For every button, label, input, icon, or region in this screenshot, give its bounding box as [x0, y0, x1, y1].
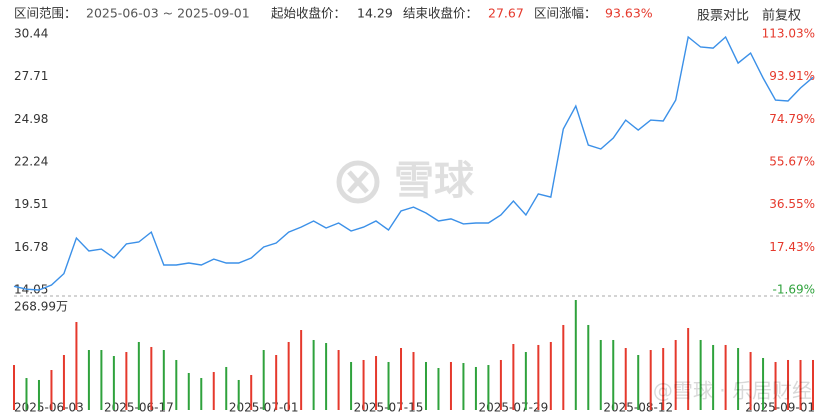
volume-bar: [325, 343, 328, 410]
y2-tick-label: 93.91%: [769, 69, 815, 83]
volume-bar: [574, 300, 577, 410]
volume-bar: [487, 365, 490, 410]
volume-bar: [387, 361, 390, 410]
volume-bar: [200, 378, 203, 410]
volume-bar: [262, 350, 265, 410]
watermark-logo: [336, 160, 380, 204]
watermark: 雪球: [394, 158, 475, 204]
volume-bar: [737, 348, 740, 410]
volume-bar: [799, 359, 802, 410]
volume-bar: [474, 366, 477, 410]
volume-bar: [662, 348, 665, 410]
y-tick-label: 27.71: [14, 69, 48, 83]
y2-tick-label: 55.67%: [769, 155, 815, 169]
volume-bar: [187, 372, 190, 410]
volume-bar: [612, 339, 615, 410]
y-tick-label: 19.51: [14, 197, 48, 211]
volume-bar: [587, 324, 590, 410]
volume-bar: [462, 363, 465, 410]
end-label: 结束收盘价：: [403, 6, 478, 21]
volume-bar: [699, 339, 702, 410]
change: 93.63%: [605, 6, 653, 21]
y-tick-label: 30.44: [14, 27, 48, 41]
range: 2025-06-03 ~ 2025-09-01: [86, 6, 250, 21]
volume-bar: [75, 321, 78, 410]
volume-bar: [37, 379, 40, 410]
adjust-button[interactable]: 前复权: [762, 8, 801, 24]
volume-bar: [275, 354, 278, 410]
y2-tick-label: 113.03%: [762, 27, 815, 41]
volume-bar: [787, 359, 790, 410]
start-close: 14.29: [357, 6, 393, 21]
price-line: [13, 35, 814, 291]
compare-button[interactable]: 股票对比: [697, 9, 749, 24]
volume-bar: [400, 348, 403, 410]
volume-bar: [412, 352, 415, 410]
end-close: 27.67: [488, 6, 524, 21]
volume-bar: [549, 341, 552, 410]
x-tick-label: 2025-09-01: [745, 401, 815, 415]
volume-bar: [87, 350, 90, 410]
volume-bar: [812, 359, 814, 410]
volume-bar: [437, 368, 440, 410]
volume-bar: [125, 352, 128, 410]
volume-bar: [175, 359, 178, 410]
volume-bar: [375, 356, 378, 410]
volume-bar: [674, 339, 677, 410]
range-label: 区间范围：: [14, 6, 77, 21]
volume-bar: [749, 352, 752, 410]
volume-bar: [300, 330, 303, 410]
volume-bar: [562, 324, 565, 410]
volume-bar: [312, 339, 315, 410]
volume-bar: [13, 365, 15, 410]
y-tick-label: 16.78: [14, 240, 48, 254]
volume-bar: [499, 359, 502, 410]
start-label: 起始收盘价：: [271, 6, 346, 21]
volume-bar: [424, 361, 427, 410]
y2-tick-label: 36.55%: [769, 197, 815, 211]
volume-bar: [112, 356, 115, 410]
y2-tick-label: -1.69%: [773, 283, 815, 297]
volume-bar: [649, 350, 652, 410]
credit: @雪球 · 乐居财经: [653, 379, 812, 403]
y2-tick-label: 74.79%: [769, 112, 815, 126]
volume-tick-label: 268.99万: [14, 300, 68, 314]
volume-bar: [100, 350, 103, 410]
volume-bar: [774, 361, 777, 410]
volume-bar: [712, 344, 715, 410]
volume-bar: [50, 370, 53, 410]
volume-bar: [512, 343, 515, 410]
volume-bar: [599, 339, 602, 410]
volume-bar: [687, 328, 690, 410]
volume-bar: [25, 378, 28, 410]
volume-bar: [150, 346, 153, 410]
volume-bar: [762, 357, 765, 410]
volume-bar: [162, 350, 165, 410]
volume-bar: [637, 354, 640, 410]
volume-bar: [62, 354, 65, 410]
volume-bar: [524, 352, 527, 410]
volume-bar: [237, 379, 240, 410]
change-label: 区间涨幅：: [534, 6, 597, 21]
y-tick-label: 22.24: [14, 155, 48, 169]
volume-bar: [362, 359, 365, 410]
volume-bar: [250, 374, 253, 410]
volume-bar: [624, 348, 627, 410]
x-tick-label: 2025-06-03: [14, 401, 84, 415]
volume-bar: [337, 350, 340, 410]
volume-bar: [225, 366, 228, 410]
volume-bar: [350, 361, 353, 410]
y2-tick-label: 17.43%: [769, 240, 815, 254]
volume-bar: [537, 344, 540, 410]
volume-bar: [287, 341, 290, 410]
volume-bar: [449, 361, 452, 410]
volume-bar: [212, 372, 215, 410]
y-tick-label: 24.98: [14, 112, 48, 126]
volume-bar: [724, 344, 727, 410]
volume-bar: [137, 341, 140, 410]
